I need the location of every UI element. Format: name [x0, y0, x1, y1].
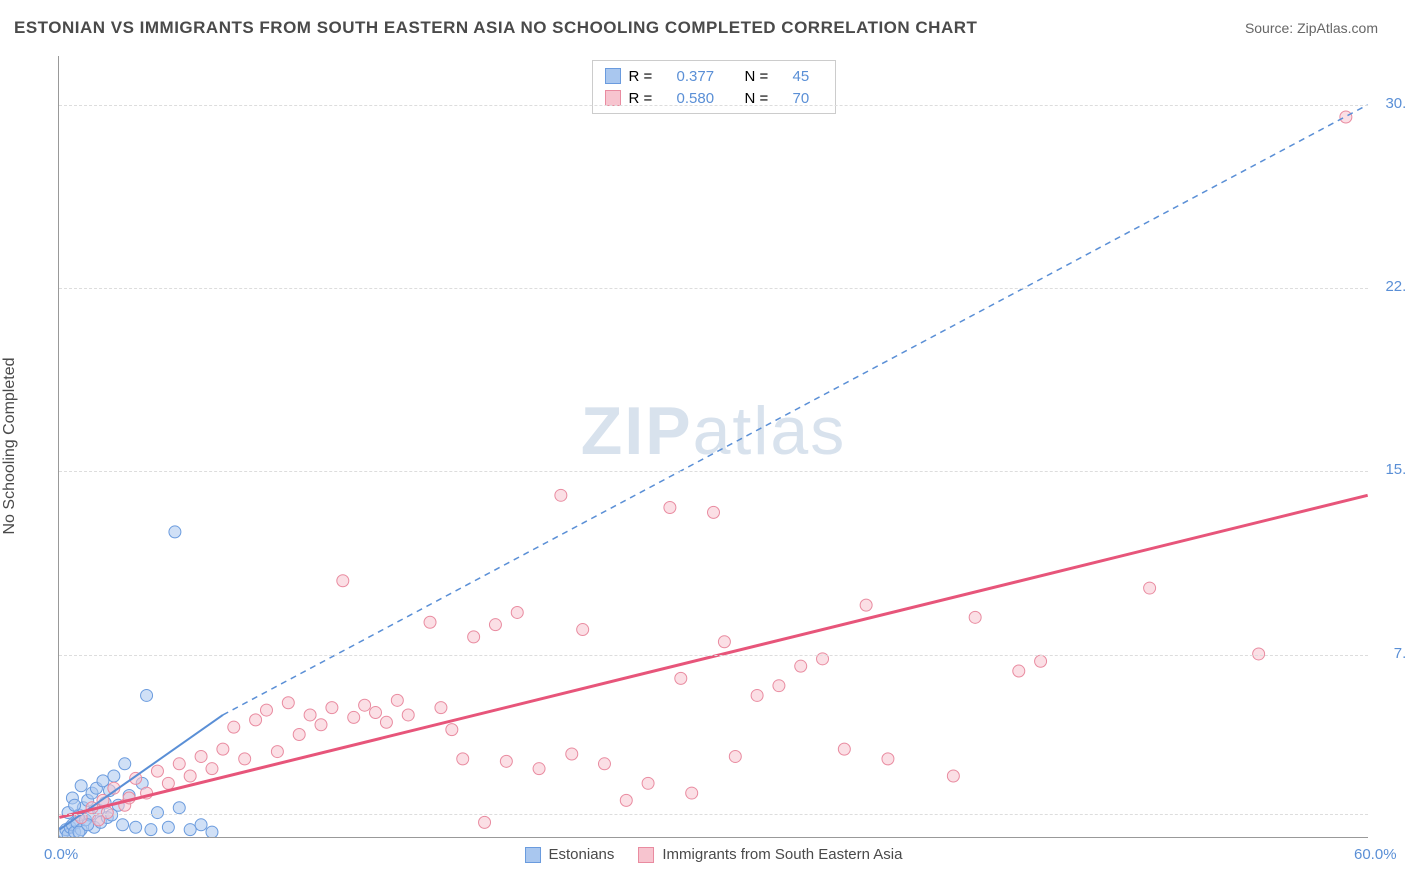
plot-area: ZIPatlas R = 0.377 N = 45 R = 0.580 N = … [58, 56, 1368, 838]
source-label: Source: ZipAtlas.com [1245, 20, 1378, 36]
scatter-svg [59, 56, 1368, 837]
y-tick-label: 30.0% [1385, 95, 1406, 112]
y-tick-label: 15.0% [1385, 461, 1406, 478]
legend-item-estonians: Estonians [525, 846, 615, 863]
y-tick-label: 7.5% [1394, 645, 1406, 662]
swatch-icon [525, 847, 541, 863]
legend-label: Estonians [549, 846, 615, 863]
chart-container: ESTONIAN VS IMMIGRANTS FROM SOUTH EASTER… [0, 0, 1406, 892]
x-tick-label: 0.0% [44, 846, 78, 863]
x-tick-label: 60.0% [1354, 846, 1397, 863]
series-legend: Estonians Immigrants from South Eastern … [525, 846, 903, 863]
y-tick-label: 22.5% [1385, 278, 1406, 295]
legend-label: Immigrants from South Eastern Asia [662, 846, 902, 863]
y-axis-label: No Schooling Completed [1, 358, 19, 535]
chart-title: ESTONIAN VS IMMIGRANTS FROM SOUTH EASTER… [14, 18, 977, 38]
legend-item-immigrants: Immigrants from South Eastern Asia [638, 846, 902, 863]
swatch-icon [638, 847, 654, 863]
